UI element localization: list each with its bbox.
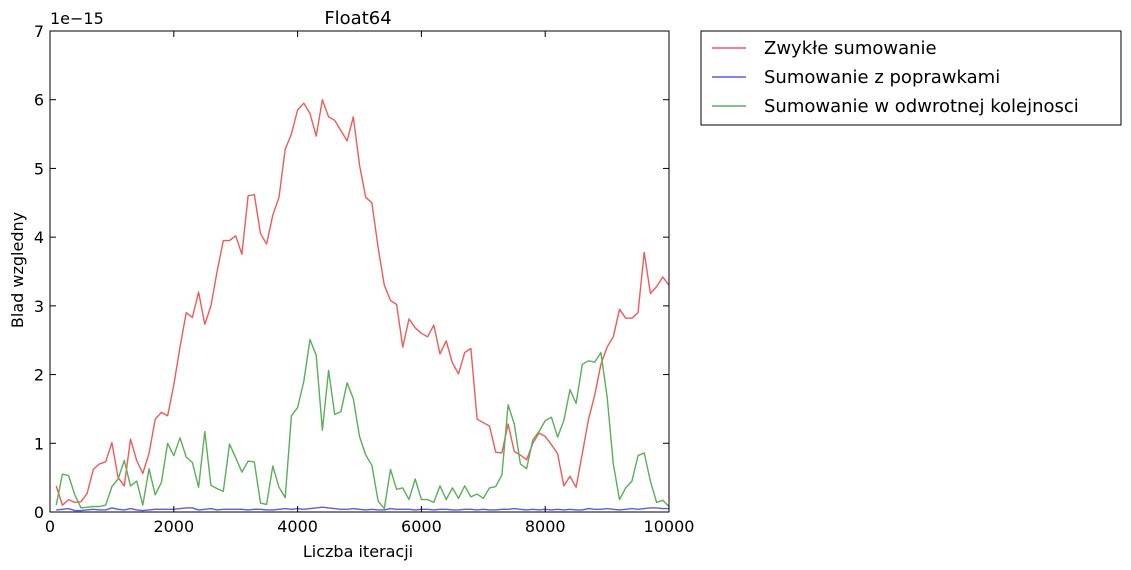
legend-label-2: Sumowanie w odwrotnej kolejnosci xyxy=(764,96,1079,117)
y-tick-label: 4 xyxy=(34,228,44,247)
legend-box xyxy=(700,30,1122,126)
legend-label-0: Zwykłe sumowanie xyxy=(764,38,937,59)
x-tick-label: 10000 xyxy=(644,517,695,536)
x-tick-label: 8000 xyxy=(525,517,566,536)
y-tick-label: 0 xyxy=(34,503,44,522)
y-axis-label: Blad wzgledny xyxy=(8,212,27,328)
plot-frame xyxy=(49,30,670,513)
plot-area: 0 2000 4000 6000 8000 10000 0 1 2 3 4 5 6 7 xyxy=(34,22,695,536)
x-tick-label: 2000 xyxy=(153,517,194,536)
chart-title: Float64 xyxy=(324,8,391,29)
legend-label-1: Sumowanie z poprawkami xyxy=(764,67,1000,88)
y-tick-label: 7 xyxy=(34,22,44,41)
y-tick-label: 3 xyxy=(34,297,44,316)
series-line-0 xyxy=(55,98,670,506)
y-axis-offset-label: 1e−15 xyxy=(50,9,104,28)
x-tick-label: 6000 xyxy=(401,517,442,536)
series-line-2 xyxy=(55,338,670,510)
y-tick-label: 2 xyxy=(34,366,44,385)
y-tick-label: 1 xyxy=(34,434,44,453)
y-tick-label: 5 xyxy=(34,159,44,178)
legend: Zwykłe sumowanie Sumowanie z poprawkami Su… xyxy=(700,30,1122,126)
x-tick-label: 0 xyxy=(45,517,55,536)
series-line-1 xyxy=(56,506,669,512)
x-tick-label: 4000 xyxy=(277,517,318,536)
x-axis-label: Liczba iteracji xyxy=(303,542,413,561)
y-tick-label: 6 xyxy=(34,91,44,110)
